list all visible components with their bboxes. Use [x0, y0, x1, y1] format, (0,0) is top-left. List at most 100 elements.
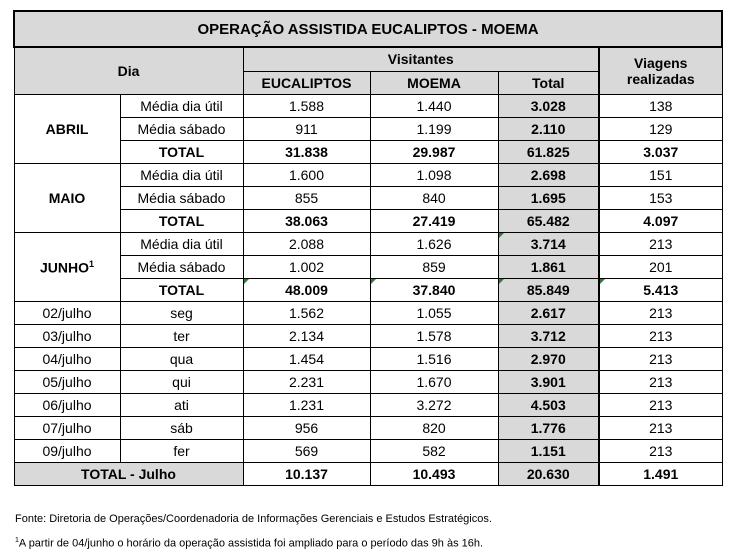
- total-value: 1.861: [497, 255, 600, 279]
- table-row: 03/julho ter 2.134 1.578 3.712 213: [13, 324, 723, 348]
- eucaliptos-total: 10.137: [242, 462, 371, 486]
- footnote: 1A partir de 04/junho o horário da opera…: [15, 537, 483, 550]
- table-row: MAIO Média dia útil 1.600 1.098 2.698 151: [13, 163, 723, 233]
- eucaliptos-value: 855: [242, 186, 371, 210]
- day-weekday: ter: [119, 324, 244, 348]
- table-row: 09/julho fer 569 582 1.151 213: [13, 439, 723, 463]
- total-value: 1.695: [497, 186, 600, 210]
- row-label: Média dia útil: [119, 163, 244, 187]
- viagens-value: 213: [597, 439, 723, 463]
- day-weekday: qui: [119, 370, 244, 394]
- moema-value: 1.440: [369, 94, 499, 118]
- eucaliptos-value: 1.231: [242, 393, 371, 417]
- total-label: TOTAL: [119, 140, 244, 164]
- grand-total: 20.630: [497, 462, 600, 486]
- viagens-value: 213: [597, 370, 723, 394]
- eucaliptos-value: 1.454: [242, 347, 371, 371]
- viagens-total: 5.413: [597, 278, 723, 302]
- row-label: Média dia útil: [119, 232, 244, 256]
- total-label: TOTAL: [119, 278, 244, 302]
- day-weekday: seg: [119, 301, 244, 325]
- viagens-value: 129: [597, 117, 723, 141]
- month-total-row: TOTAL 38.063 27.419 65.482 4.097: [14, 209, 723, 233]
- moema-value: 1.516: [369, 347, 499, 371]
- eucaliptos-value: 1.562: [242, 301, 371, 325]
- day-date: 03/julho: [13, 324, 121, 348]
- month-total-row: TOTAL 31.838 29.987 61.825 3.037: [14, 140, 723, 164]
- july-total-label: TOTAL - Julho: [13, 462, 244, 486]
- july-total-row: TOTAL - Julho 10.137 10.493 20.630 1.491: [13, 462, 723, 486]
- eucaliptos-value: 911: [242, 117, 371, 141]
- row-label: Média dia útil: [119, 94, 244, 118]
- eucaliptos-value: 2.231: [242, 370, 371, 394]
- eucaliptos-total: 48.009: [242, 278, 371, 302]
- total-value: 4.503: [497, 393, 600, 417]
- eucaliptos-total: 31.838: [242, 140, 371, 164]
- header-eucaliptos: EUCALIPTOS: [242, 70, 371, 95]
- day-weekday: ati: [119, 393, 244, 417]
- eucaliptos-value: 1.600: [242, 163, 371, 187]
- grand-total: 85.849: [497, 278, 600, 302]
- moema-total: 10.493: [369, 462, 499, 486]
- viagens-total: 1.491: [597, 462, 723, 486]
- viagens-value: 138: [597, 94, 723, 118]
- viagens-value: 201: [597, 255, 723, 279]
- table-row: Média sábado 911 1.199 2.110 129: [14, 117, 723, 141]
- total-label: TOTAL: [119, 209, 244, 233]
- viagens-value: 213: [597, 301, 723, 325]
- row-label: Média sábado: [119, 255, 244, 279]
- table-row: 06/julho ati 1.231 3.272 4.503 213: [13, 393, 723, 417]
- table-row: Média sábado 1.002 859 1.861 201: [14, 255, 723, 279]
- eucaliptos-value: 1.588: [242, 94, 371, 118]
- moema-total: 29.987: [369, 140, 499, 164]
- month-label: MAIO: [13, 163, 121, 233]
- header-total: Total: [497, 70, 600, 95]
- day-date: 02/julho: [13, 301, 121, 325]
- day-weekday: sáb: [119, 416, 244, 440]
- table-row: 07/julho sáb 956 820 1.776 213: [13, 416, 723, 440]
- source-note: Fonte: Diretoria de Operações/Coordenado…: [15, 513, 492, 525]
- table-row: 04/julho qua 1.454 1.516 2.970 213: [13, 347, 723, 371]
- day-date: 06/julho: [13, 393, 121, 417]
- total-value: 3.028: [497, 94, 600, 118]
- moema-value: 1.098: [369, 163, 499, 187]
- viagens-value: 213: [597, 232, 723, 256]
- day-weekday: fer: [119, 439, 244, 463]
- viagens-total: 4.097: [597, 209, 723, 233]
- viagens-value: 151: [597, 163, 723, 187]
- month-footnote-mark: 1: [89, 258, 95, 269]
- month-label: JUNHO1: [13, 232, 121, 302]
- header-viagens-line2: realizadas: [626, 71, 695, 87]
- viagens-value: 153: [597, 186, 723, 210]
- day-weekday: qua: [119, 347, 244, 371]
- operations-table: OPERAÇÃO ASSISTIDA EUCALIPTOS - MOEMA Di…: [12, 10, 724, 486]
- header-dia: Dia: [13, 46, 244, 95]
- moema-value: 1.670: [369, 370, 499, 394]
- moema-value: 1.199: [369, 117, 499, 141]
- header-viagens-line1: Viagens: [634, 55, 688, 71]
- total-value: 3.714: [497, 232, 600, 256]
- viagens-value: 213: [597, 324, 723, 348]
- eucaliptos-value: 2.088: [242, 232, 371, 256]
- day-date: 07/julho: [13, 416, 121, 440]
- eucaliptos-value: 1.002: [242, 255, 371, 279]
- table-row: ABRIL Média dia útil 1.588 1.440 3.028 138: [13, 94, 723, 164]
- row-label: Média sábado: [119, 117, 244, 141]
- moema-value: 820: [369, 416, 499, 440]
- table-title: OPERAÇÃO ASSISTIDA EUCALIPTOS - MOEMA: [12, 10, 724, 48]
- footnote-text: A partir de 04/junho o horário da operaç…: [18, 537, 484, 550]
- month-name: ABRIL: [45, 121, 89, 137]
- moema-total: 27.419: [369, 209, 499, 233]
- moema-value: 1.626: [369, 232, 499, 256]
- viagens-value: 213: [597, 416, 723, 440]
- footnote-mark: 1: [15, 537, 19, 544]
- viagens-total: 3.037: [597, 140, 723, 164]
- day-date: 09/julho: [13, 439, 121, 463]
- total-value: 3.712: [497, 324, 600, 348]
- eucaliptos-total: 38.063: [242, 209, 371, 233]
- moema-total: 37.840: [369, 278, 499, 302]
- total-value: 1.151: [497, 439, 600, 463]
- total-value: 2.970: [497, 347, 600, 371]
- month-name: JUNHO: [39, 259, 89, 276]
